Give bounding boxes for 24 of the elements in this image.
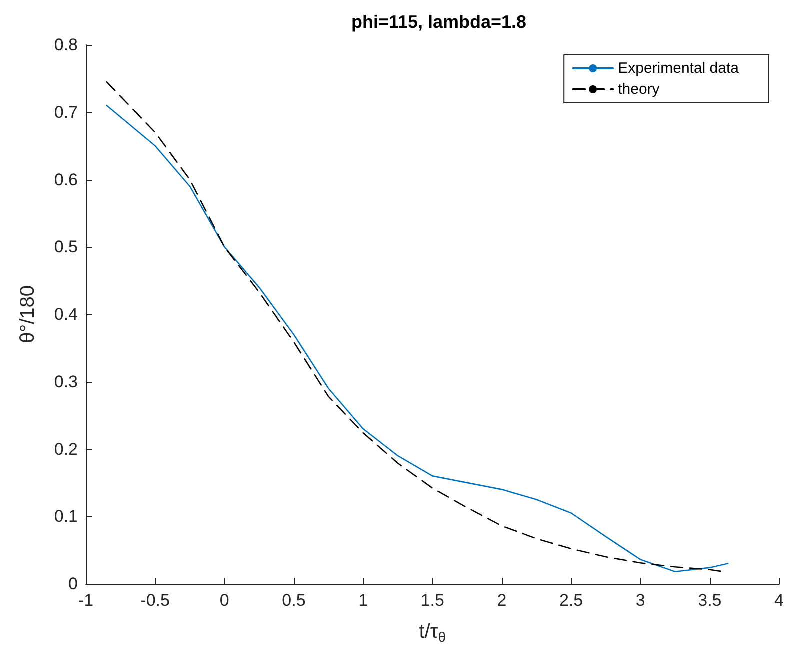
y-tick-label: 0.5 [54, 238, 78, 257]
y-axis-title: θ°/180 [17, 285, 39, 344]
y-tick-label: 0 [68, 574, 78, 594]
y-tick-label: 0.6 [54, 170, 78, 190]
x-tick-label: 3 [636, 591, 646, 610]
y-tick-label: 0.4 [54, 305, 78, 324]
legend-label: theory [618, 81, 660, 98]
x-tick-label: 1.5 [420, 591, 444, 610]
x-tick-label: 2 [497, 591, 507, 610]
y-tick-label: 0.7 [54, 102, 78, 122]
x-tick-label: -0.5 [140, 591, 170, 610]
x-tick-label: 2.5 [559, 591, 584, 610]
x-tick-label: 3.5 [698, 591, 722, 610]
x-tick-label: 0 [220, 591, 230, 610]
y-tick-label: 0.8 [54, 36, 78, 54]
legend-label: Experimental data [618, 60, 740, 77]
y-tick-label: 0.1 [54, 507, 78, 526]
y-tick-label: 0.2 [54, 440, 78, 459]
x-tick-label: 4 [774, 591, 784, 610]
x-tick-label: 1 [358, 591, 368, 610]
chart-title: phi=115, lambda=1.8 [351, 12, 527, 32]
x-tick-label: -1 [78, 591, 94, 610]
y-tick-label: 0.3 [54, 372, 78, 392]
x-tick-label: 0.5 [282, 591, 306, 610]
